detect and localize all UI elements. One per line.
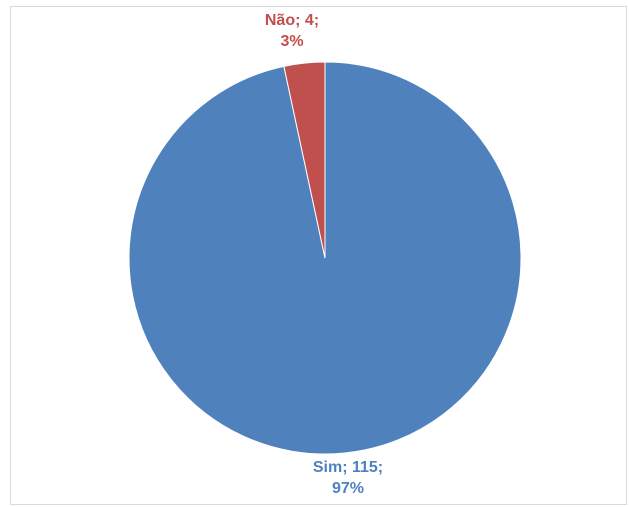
data-label-line2: 97%: [332, 480, 364, 497]
data-label-line1: Não; 4;: [265, 12, 319, 29]
data-label-sim: Sim; 115; 97%: [313, 459, 383, 497]
data-label-line1: Sim; 115;: [313, 459, 383, 476]
data-label-line2: 3%: [280, 33, 303, 50]
pie-slice-n-o: [283, 61, 326, 259]
data-label-n-o: Não; 4; 3%: [265, 12, 319, 50]
